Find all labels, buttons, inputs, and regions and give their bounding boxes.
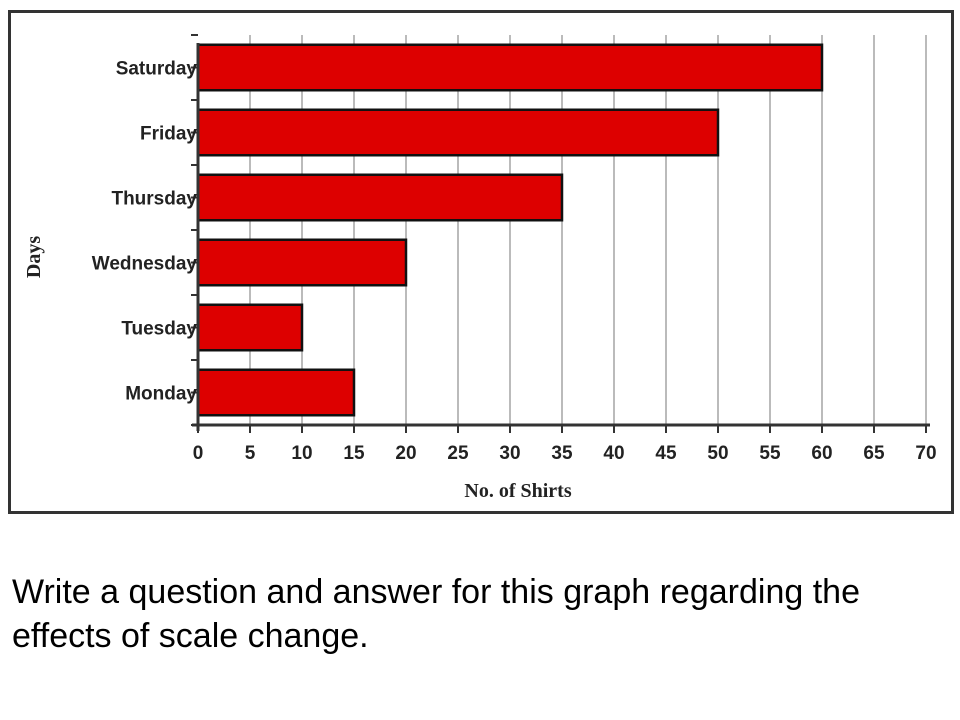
chart-frame: 0 5 10 15 20 25 30 35 40 45 50 55 60 65 70 Monday Tuesda…	[8, 10, 954, 514]
category-label-tuesday: Tuesday	[121, 319, 197, 340]
bar-tuesday	[196, 303, 304, 352]
x-tick-label: 10	[291, 443, 312, 464]
bar-thursday	[196, 173, 564, 222]
x-tick-label: 30	[499, 443, 520, 464]
x-tick-label: 15	[343, 443, 365, 464]
x-tick-label: 65	[863, 443, 885, 464]
category-label-wednesday: Wednesday	[92, 254, 198, 275]
x-tick-label: 50	[707, 443, 728, 464]
category-label-saturday: Saturday	[116, 59, 198, 80]
y-axis-title: Days	[23, 236, 45, 278]
x-tick-label: 40	[603, 443, 624, 464]
caption-text: Write a question and answer for this gra…	[12, 573, 860, 655]
bar-monday	[196, 368, 356, 417]
x-tick-label: 70	[915, 443, 936, 464]
x-tick-label: 55	[759, 443, 781, 464]
x-tick-label: 5	[245, 443, 256, 464]
category-label-monday: Monday	[125, 384, 197, 405]
category-label-thursday: Thursday	[111, 189, 197, 210]
bar-saturday	[196, 43, 824, 92]
x-tick-label: 0	[193, 443, 204, 464]
x-tick-label: 35	[551, 443, 573, 464]
x-tick-label: 20	[395, 443, 416, 464]
bar-wednesday	[196, 238, 408, 287]
bar-chart: 0 5 10 15 20 25 30 35 40 45 50 55 60 65 70 Monday Tuesda…	[23, 34, 937, 502]
x-tick-label: 25	[447, 443, 469, 464]
x-axis-title: No. of Shirts	[464, 480, 571, 502]
category-label-friday: Friday	[140, 124, 197, 145]
x-tick-label: 60	[811, 443, 832, 464]
x-tick-label: 45	[655, 443, 677, 464]
bar-friday	[196, 108, 720, 157]
